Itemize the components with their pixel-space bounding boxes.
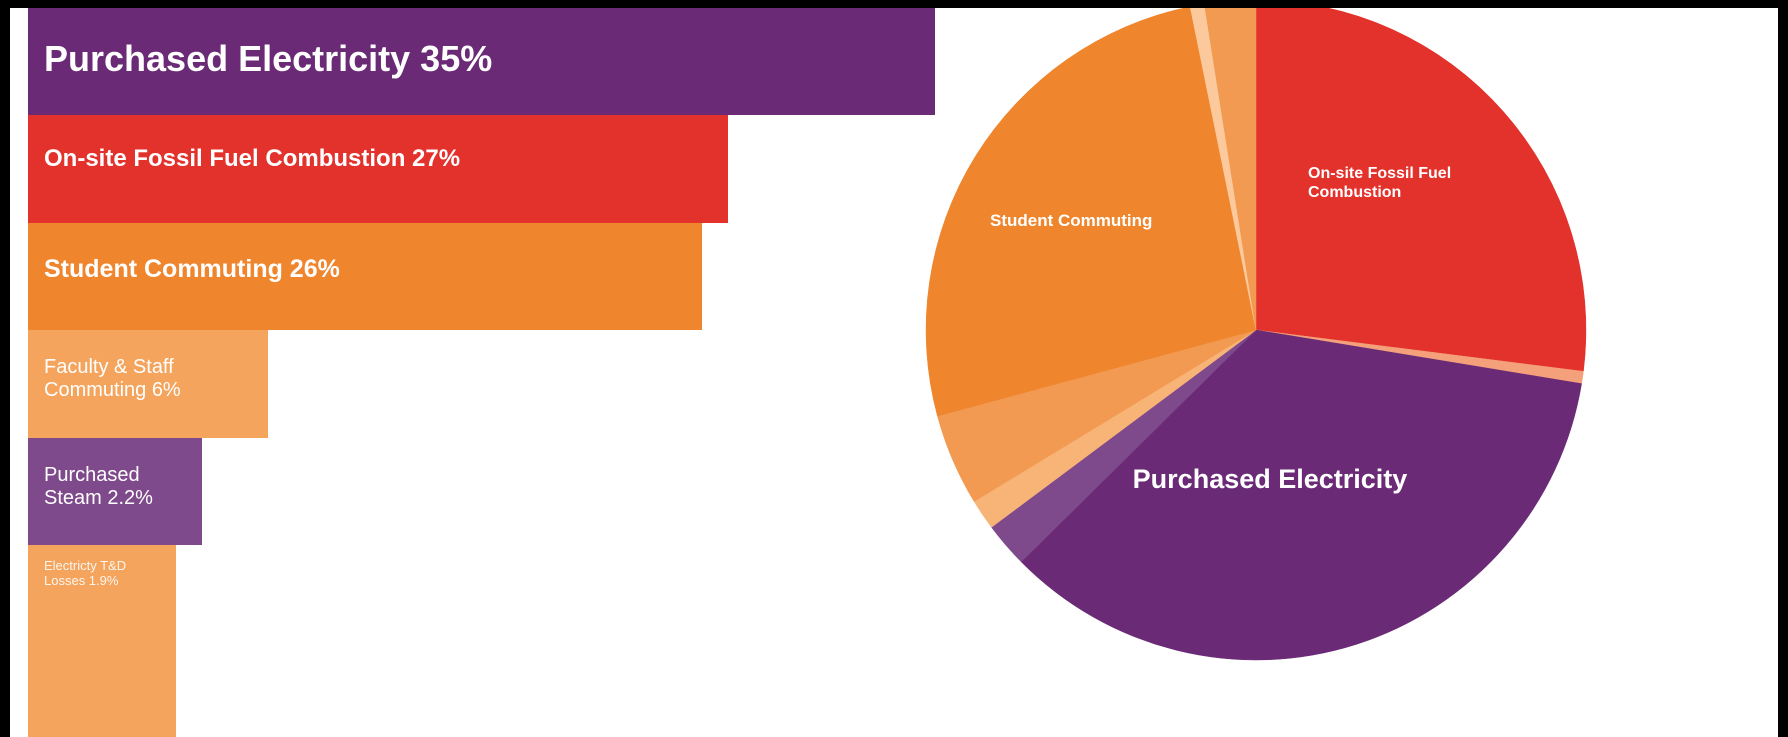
bar-td-losses: Electricty T&D Losses 1.9%	[28, 545, 176, 737]
pie-slice	[1204, 8, 1257, 331]
pie-slice-label: Student Commuting	[990, 211, 1152, 230]
bar-purchased-electricity: Purchased Electricity 35%	[28, 8, 935, 115]
pie-slice	[1255, 8, 1587, 372]
bar-label: Purchased Electricity 35%	[44, 38, 493, 79]
bar-faculty-staff-commuting: Faculty & Staff Commuting 6%	[28, 330, 268, 438]
pie-slice	[925, 8, 1257, 417]
pie-slice-label: On-site Fossil Fuel Combustion	[1308, 165, 1451, 201]
bar-label: Faculty & Staff Commuting 6%	[44, 356, 181, 401]
pie-chart: On-site Fossil Fuel Combustion Purchased E…	[925, 8, 1587, 661]
chart-canvas: Purchased Electricity 35% On-site Fossil…	[10, 8, 1778, 737]
bar-purchased-steam: Purchased Steam 2.2%	[28, 438, 202, 545]
bar-label: Purchased Steam 2.2%	[44, 464, 153, 509]
bar-student-commuting: Student Commuting 26%	[28, 223, 702, 330]
bar-label: On-site Fossil Fuel Combustion 27%	[44, 145, 461, 172]
bar-label: Electricty T&D Losses 1.9%	[44, 558, 127, 588]
pie-slice-label: Purchased Electricity	[1133, 464, 1408, 494]
bar-onsite-fossil-fuel: On-site Fossil Fuel Combustion 27%	[28, 115, 728, 223]
bar-label: Student Commuting 26%	[44, 255, 340, 283]
pie-slice	[1020, 329, 1582, 661]
pie-slice	[1190, 8, 1257, 331]
